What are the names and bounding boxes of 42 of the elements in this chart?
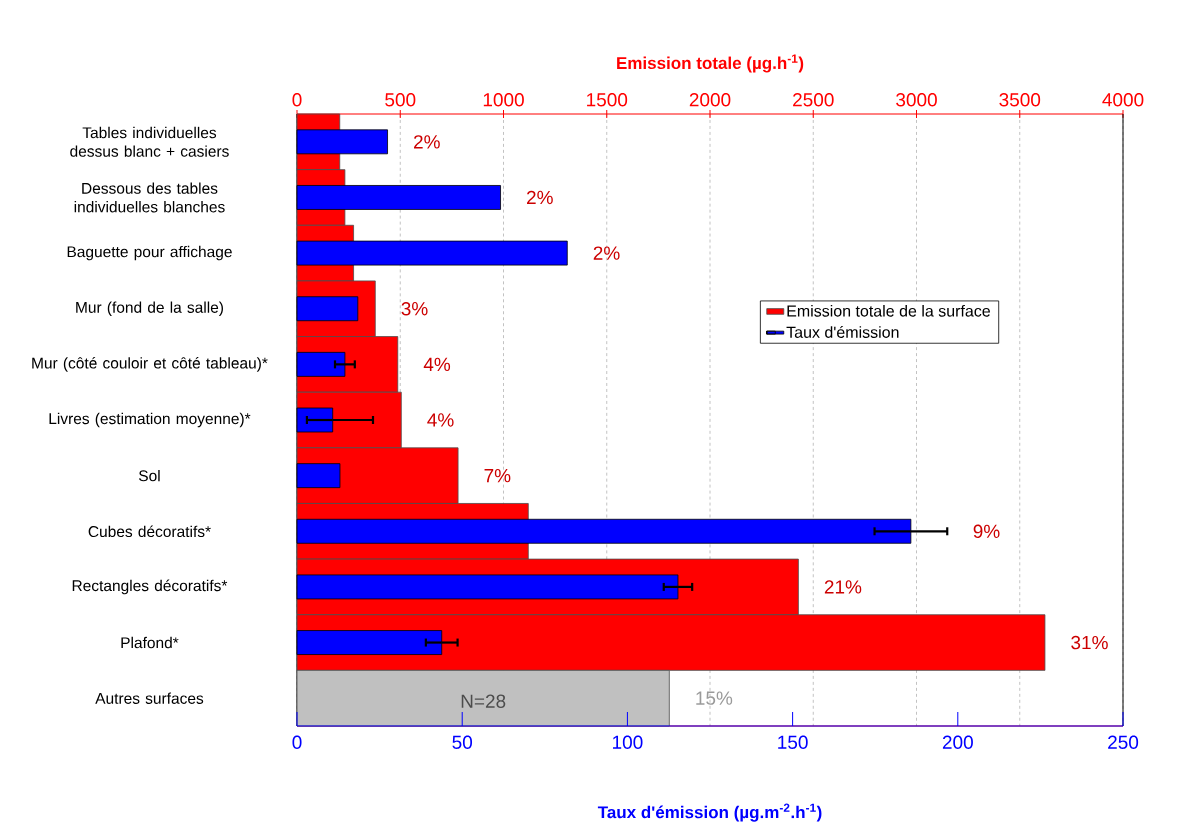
- x-tick-label: 0: [292, 735, 302, 749]
- annotation: 4%: [427, 413, 454, 427]
- x2-tick-label: 2000: [689, 93, 731, 107]
- x2-axis-title: Emission totale (µg.h$^{-1}$): [617, 54, 804, 73]
- x2-tick-label: 1000: [483, 93, 524, 107]
- annotation: 15%: [696, 691, 733, 705]
- y-tick-label: Autres surfaces: [95, 692, 204, 704]
- x2-tick-label: 4000: [1102, 93, 1144, 107]
- legend-label: Taux d'émission: [786, 325, 899, 338]
- y-tick-label: Mur (fond de la salle): [76, 301, 223, 316]
- y-tick-label: Mur (côté couloir et côté tableau)*: [32, 357, 268, 372]
- x2-tick-label: 500: [385, 93, 416, 107]
- y-tick-label: Cubes décoratifs*: [88, 525, 211, 538]
- x-tick-label: 250: [1108, 735, 1139, 749]
- y-tick-label: Livres (estimation moyenne)*: [49, 412, 251, 428]
- y-tick-label: Tables individuelles dessus blanc + casiers: [70, 126, 229, 157]
- x-tick-label: 150: [778, 735, 808, 749]
- legend-label: Emission totale de la surface: [787, 304, 990, 317]
- annotation: 2%: [527, 190, 553, 205]
- x2-tick-label: 3000: [896, 93, 937, 107]
- x-axis-title: Taux d'émission (µg.m$^{-2}$.h$^{-1}$): [597, 803, 822, 822]
- annotation: 3%: [401, 302, 428, 316]
- y-tick-label: Baguette pour affichage: [67, 245, 232, 261]
- x-tick-label: 50: [452, 735, 473, 749]
- y-tick-label: Dessous des tables individuelles blanches: [74, 182, 225, 213]
- annotation: 31%: [1071, 635, 1108, 650]
- annotation: N=28: [461, 694, 506, 708]
- y-tick-label: Plafond*: [121, 636, 179, 649]
- x-tick-label: 100: [613, 735, 643, 749]
- annotation: 21%: [824, 580, 862, 594]
- annotation: 9%: [973, 524, 1000, 539]
- annotation: 4%: [423, 357, 451, 372]
- x-tick-label: 200: [942, 735, 973, 749]
- y-tick-label: Rectangles décoratifs*: [72, 579, 228, 595]
- annotation: 2%: [593, 246, 620, 260]
- x2-tick-label: 3500: [999, 93, 1041, 107]
- x2-tick-label: 1500: [587, 93, 628, 107]
- x2-tick-label: 0: [292, 93, 302, 107]
- annotation: 7%: [484, 468, 511, 483]
- x2-tick-label: 2500: [793, 93, 834, 107]
- y-tick-label: Sol: [138, 469, 160, 482]
- annotation: 2%: [414, 135, 440, 149]
